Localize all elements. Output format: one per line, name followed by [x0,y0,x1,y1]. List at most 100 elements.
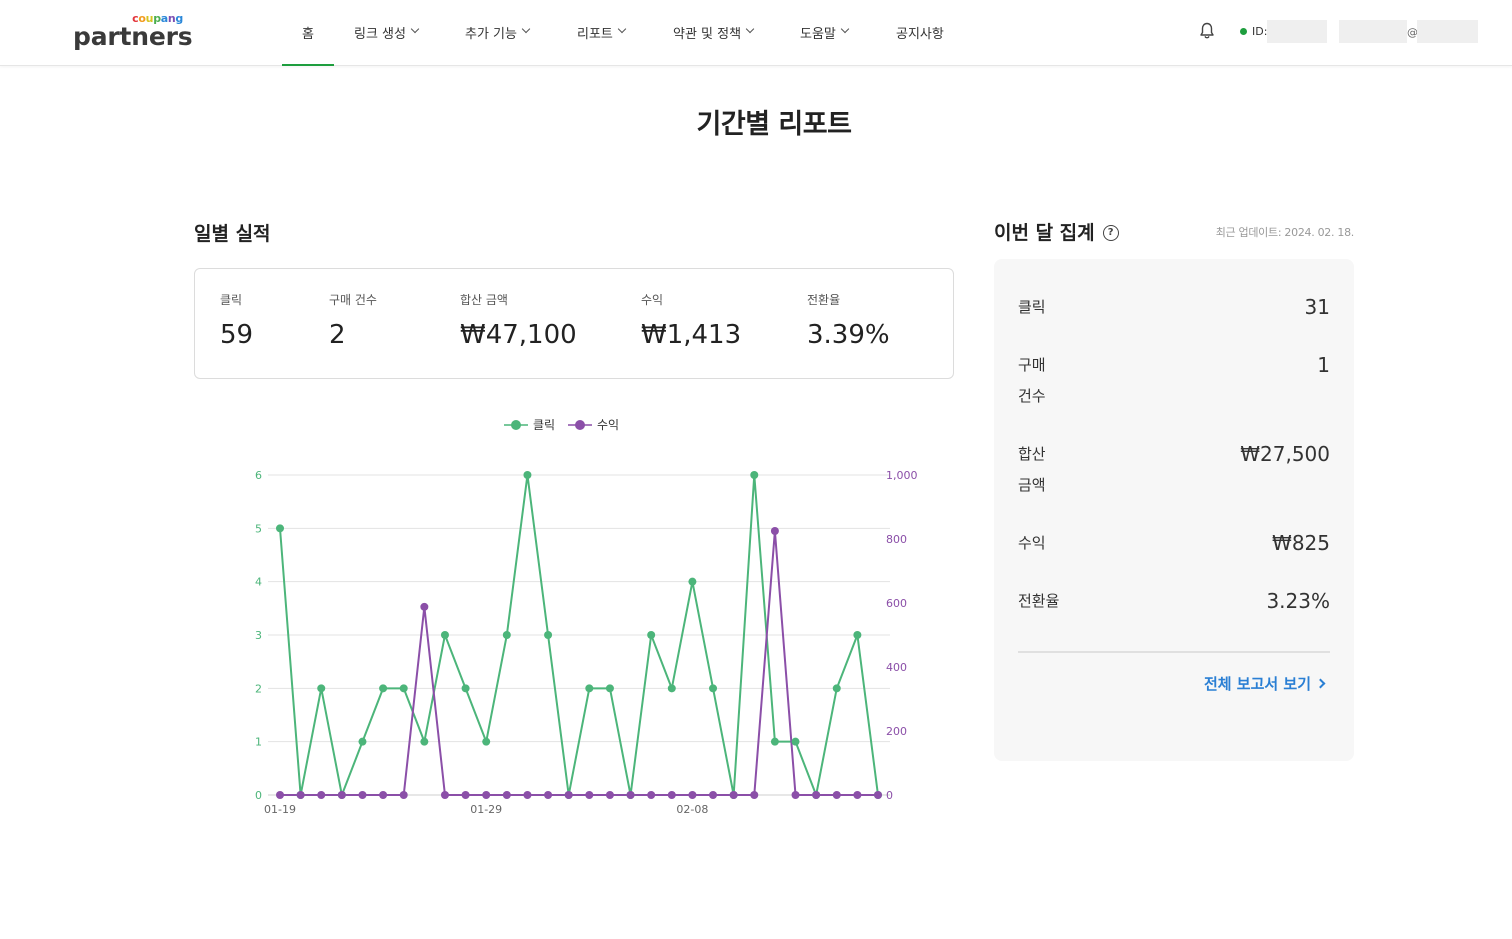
chart-point-series-1 [523,791,532,799]
chart-y-right-tick: 600 [886,597,907,610]
nav-terms-policy[interactable]: 약관 및 정책 [673,0,755,66]
chart-point-series-1 [461,791,470,799]
chart-point-series-0 [317,684,326,693]
monthly-clicks-value: 31 [1304,295,1330,319]
chart-y-left-tick: 6 [255,469,262,482]
chart-legend-marker-0 [511,420,521,430]
monthly-purchases-label: 구매 건수 [1018,356,1046,405]
chart-point-series-1 [337,791,346,799]
nav-extra-features[interactable]: 추가 기능 [465,0,531,66]
chart-point-series-0 [276,524,284,533]
coupang-partners-logo[interactable]: coupang partners [73,12,193,52]
bell-icon[interactable] [1199,22,1215,40]
chart-point-series-0 [832,684,841,693]
chart-point-series-0 [379,684,388,693]
monthly-conversion-label: 전환율 [1018,592,1060,610]
kpi-revenue-label: 수익 [641,293,664,307]
nav-link-create[interactable]: 링크 생성 [354,0,420,66]
chart-point-series-1 [502,791,511,799]
chart-point-series-0 [709,684,718,693]
chart-point-series-0 [461,684,470,693]
chart-point-series-1 [667,791,676,799]
chart-point-series-1 [812,791,821,799]
chart-point-series-1 [626,791,635,799]
chart-point-series-1 [750,791,759,799]
kpi-revenue: 수익 ₩1,413 [641,291,741,350]
chart-point-series-0 [667,684,676,693]
page-title: 기간별 리포트 [696,109,852,140]
nav-extra-features-label: 추가 기능 [465,27,517,42]
nav-terms-policy-label: 약관 및 정책 [673,27,742,42]
kpi-total-amount: 합산 금액 ₩47,100 [460,291,577,350]
monthly-divider [1018,651,1330,653]
chart-y-left-tick: 3 [255,629,262,642]
chart-point-series-0 [688,577,697,586]
user-email-masked-domain[interactable] [1417,20,1478,43]
chevron-down-icon [521,24,531,34]
chart-point-series-0 [358,737,367,746]
kpi-total-amount-label: 합산 금액 [460,293,508,307]
kpi-conversion-value: 3.39% [807,320,890,350]
chart-y-left-tick: 2 [255,682,262,695]
chart-point-series-0 [502,631,511,639]
chart-x-tick: 02-08 [676,803,708,816]
daily-section-title: 일별 실적 [194,223,271,245]
chart-point-series-1 [832,791,841,799]
chart-point-series-1 [440,791,449,799]
nav-home[interactable]: 홈 [282,0,334,66]
user-id-label: ID: [1252,25,1268,38]
chart-y-right-tick: 0 [886,789,893,802]
chart-point-series-1 [770,527,779,535]
monthly-summary-card: 클릭 31 구매 건수 1 합산 금액 ₩27,500 수익 ₩825 전환율 … [994,259,1354,761]
chart-point-series-0 [770,737,779,746]
chart-point-series-1 [688,791,697,799]
help-question-icon[interactable]: ? [1102,224,1119,241]
logo-small-text: coupang [132,12,183,25]
chart-y-right-tick: 800 [886,533,907,546]
chart-y-right-tick: 1,000 [886,469,918,482]
chart-point-series-1 [874,791,882,799]
kpi-clicks-label: 클릭 [220,293,243,307]
nav-report[interactable]: 리포트 [577,0,627,66]
chart-legend-label-1: 수익 [597,418,619,432]
chart-point-series-1 [585,791,594,799]
chart-point-series-0 [647,631,656,639]
monthly-clicks-label: 클릭 [1018,298,1046,316]
chevron-down-icon [840,24,850,34]
chart-point-series-1 [399,791,408,799]
last-updated: 최근 업데이트: 2024. 02. 18. [1215,226,1355,239]
chart-y-right-tick: 200 [886,725,907,738]
chart-y-left-tick: 5 [255,522,262,535]
chart-point-series-0 [420,737,429,746]
chart-point-series-1 [482,791,491,799]
nav-home-label: 홈 [302,27,314,42]
monthly-revenue-label: 수익 [1018,534,1046,552]
chart-point-series-1 [544,791,553,799]
chart-point-series-0 [853,631,862,639]
chevron-down-icon [745,24,755,34]
nav-link-create-label: 링크 생성 [354,27,406,42]
chart-y-right-tick: 400 [886,661,907,674]
kpi-conversion-label: 전환율 [807,293,841,307]
daily-chart: 0 1 2 3 4 5 6 0 200 400 600 800 1,000 01-19 01-29 02-08… [194,405,954,835]
chart-point-series-0 [791,737,800,746]
nav-help[interactable]: 도움말 [800,0,850,66]
monthly-revenue-value: ₩825 [1272,531,1330,555]
kpi-total-amount-value: ₩47,100 [460,320,577,350]
chart-point-series-1 [564,791,573,799]
chart-point-series-1 [296,791,305,799]
nav-help-label: 도움말 [800,27,836,42]
view-full-report-link[interactable]: 전체 보고서 보기 [1204,673,1326,694]
chevron-down-icon [410,24,420,34]
nav-notice-label: 공지사항 [896,27,944,42]
chart-point-series-1 [605,791,614,799]
chart-y-left-tick: 4 [255,576,262,589]
daily-kpi-card: 클릭 59 구매 건수 2 합산 금액 ₩47,100 수익 ₩1,413 전환… [194,268,954,379]
monthly-total-amount-label: 합산 금액 [1018,445,1046,494]
chart-point-series-0 [605,684,614,693]
chart-point-series-0 [750,471,759,479]
chart-point-series-0 [523,471,532,479]
chart-point-series-1 [358,791,367,799]
monthly-section-title: 이번 달 집계 [994,222,1095,244]
nav-notice[interactable]: 공지사항 [896,0,944,66]
